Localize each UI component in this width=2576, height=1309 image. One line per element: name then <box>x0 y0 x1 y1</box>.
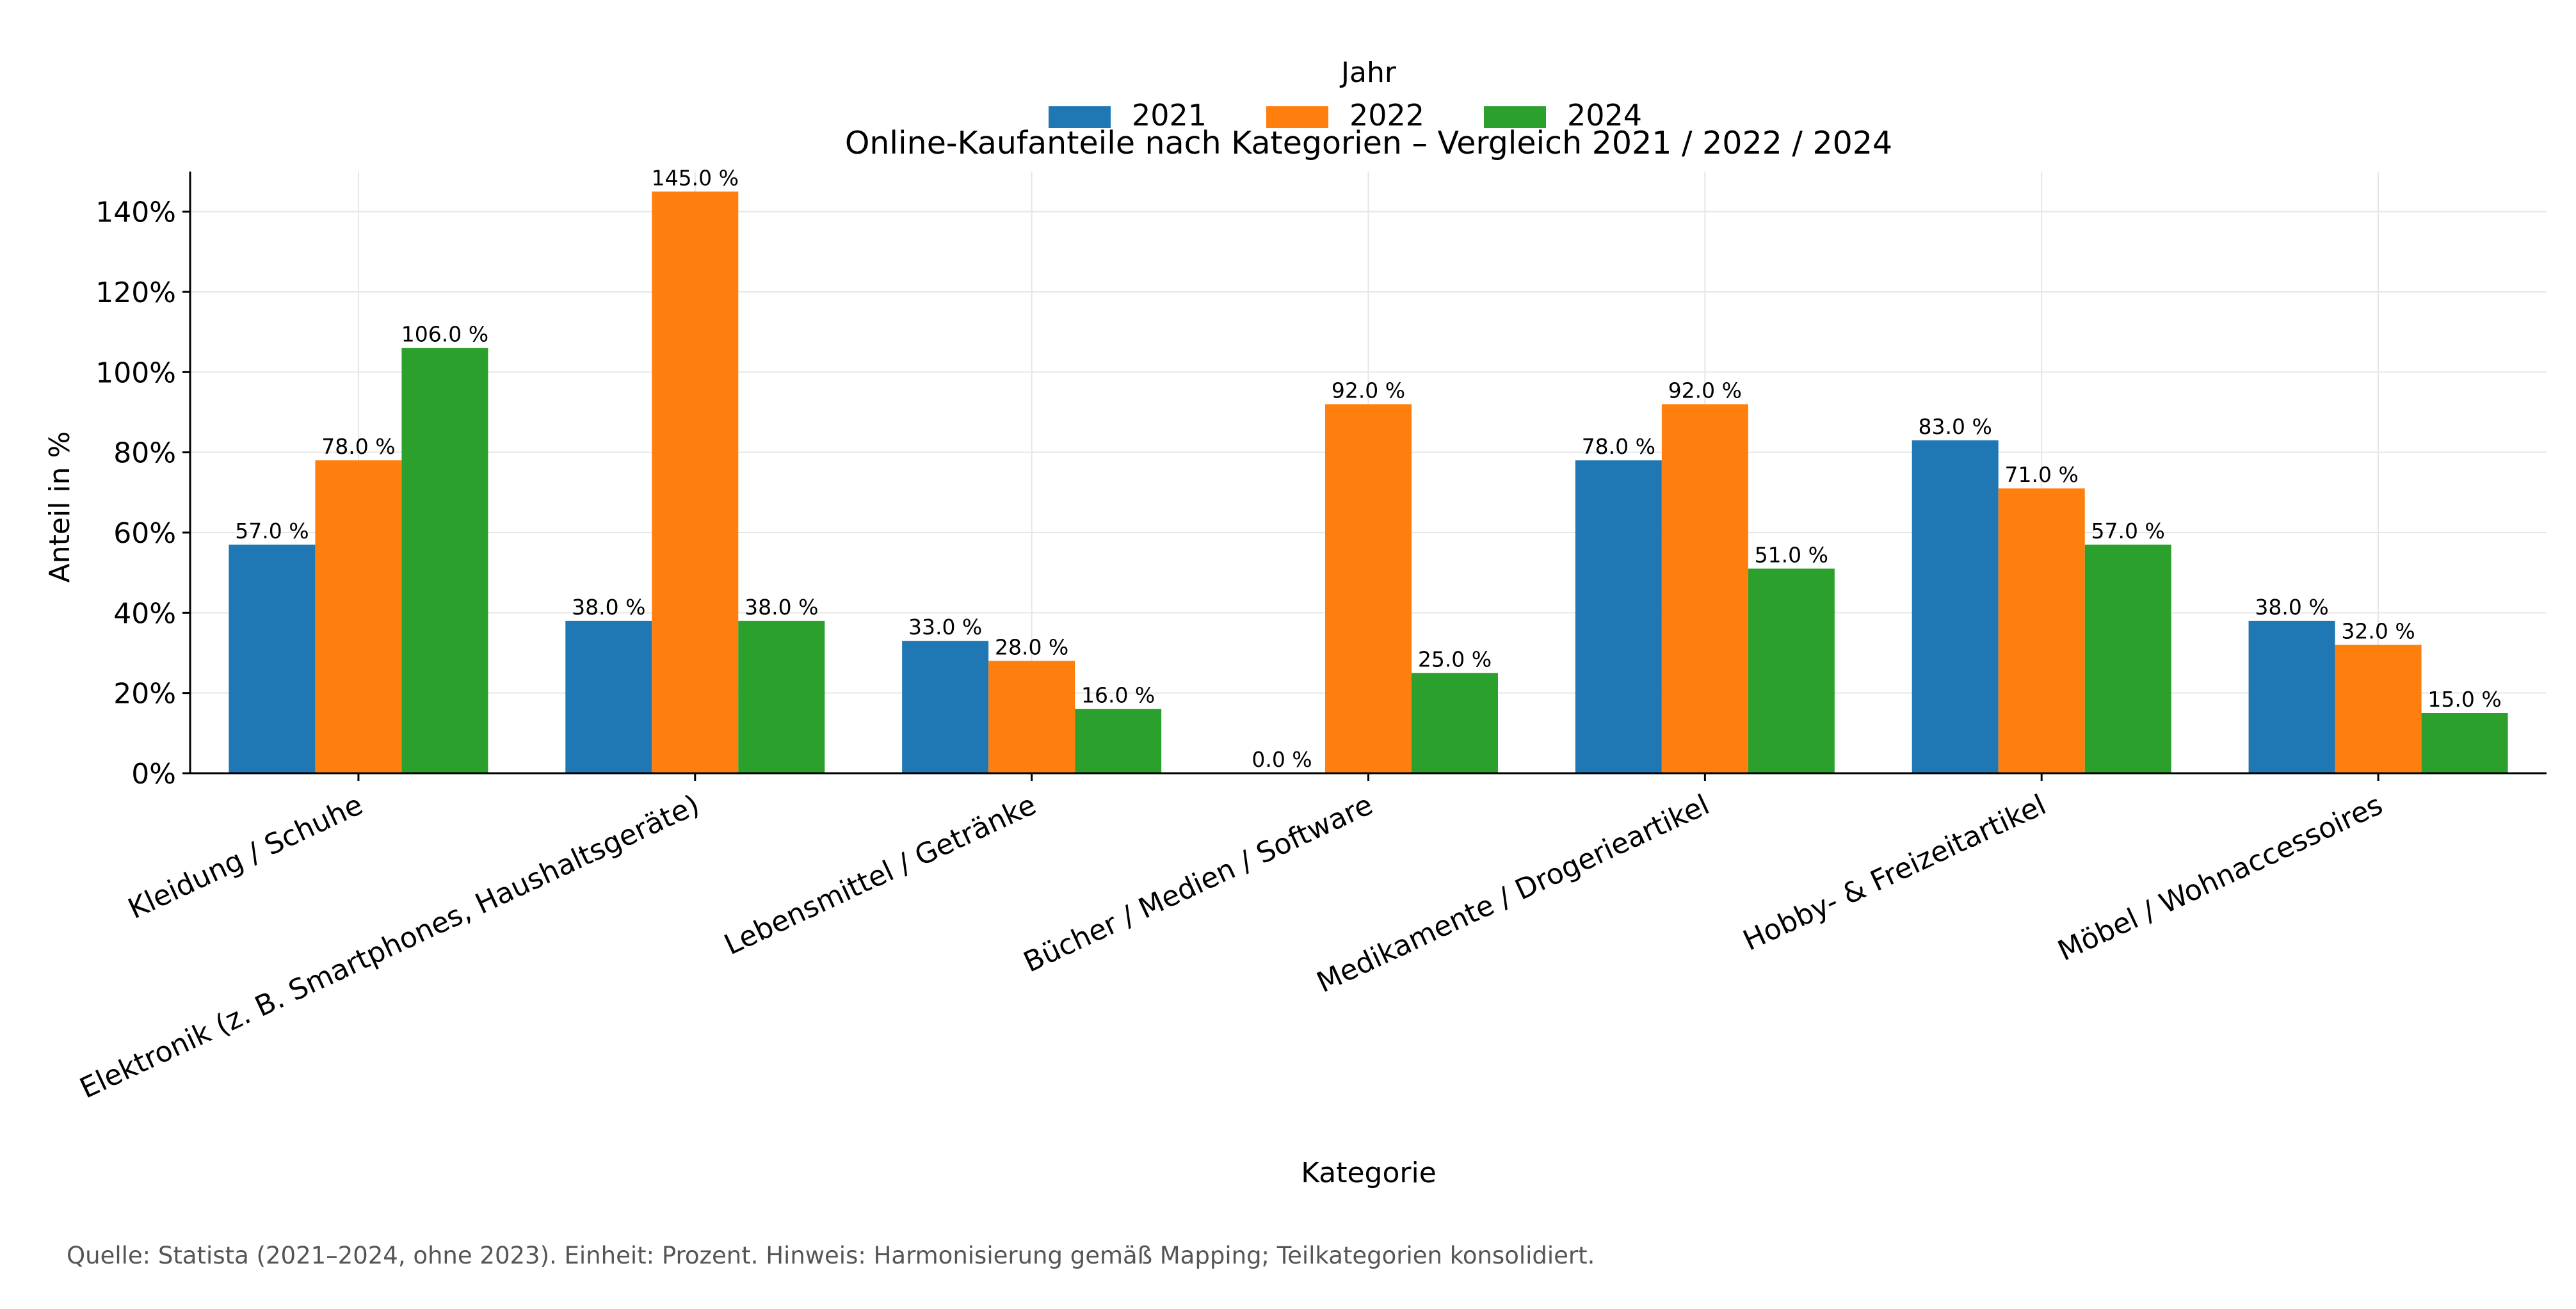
data-label: 106.0 % <box>401 322 488 347</box>
legend-title: Jahr <box>1339 56 1397 89</box>
bar-2021 <box>565 620 652 773</box>
legend-label-2022: 2022 <box>1349 98 1424 133</box>
legend-swatch-2022 <box>1266 106 1328 128</box>
bar-2021 <box>902 641 989 773</box>
x-tick-label: Elektronik (z. B. Smartphones, Haushalts… <box>75 789 704 1105</box>
y-tick-label: 120% <box>95 277 176 309</box>
data-label: 28.0 % <box>995 635 1068 660</box>
data-label: 38.0 % <box>572 595 645 620</box>
y-tick-label: 20% <box>113 678 176 711</box>
data-label: 78.0 % <box>321 434 395 459</box>
bar-2022 <box>1998 488 2085 773</box>
x-tick-label: Bücher / Medien / Software <box>1018 789 1378 979</box>
legend-label-2024: 2024 <box>1567 98 1642 133</box>
x-tick-label: Hobby- & Freizeitartikel <box>1738 789 2050 958</box>
y-tick-label: 80% <box>113 437 176 470</box>
bar-2021 <box>229 544 316 773</box>
bar-2022 <box>1325 404 1412 773</box>
bar-2024 <box>1748 568 1835 773</box>
data-label: 32.0 % <box>2341 618 2415 643</box>
x-tick-label: Lebensmittel / Getränke <box>720 789 1041 961</box>
legend: Jahr 2021 2022 2024 <box>1049 56 1642 133</box>
bar-2024 <box>2084 544 2171 773</box>
data-label: 71.0 % <box>2005 462 2079 487</box>
data-label: 78.0 % <box>1582 434 1655 459</box>
bar-2021 <box>2248 620 2335 773</box>
data-label: 145.0 % <box>652 165 739 190</box>
y-tick-label: 100% <box>95 357 176 389</box>
x-tick-label: Möbel / Wohnaccessoires <box>2053 789 2388 968</box>
bar-2024 <box>2421 713 2508 773</box>
data-label: 92.0 % <box>1332 378 1405 403</box>
bar-2022 <box>1661 404 1748 773</box>
legend-label-2021: 2021 <box>1132 98 1207 133</box>
data-labels: 57.0 % 38.0 % 33.0 % 0.0 % 78.0 % 83.0 % 38.0 … <box>235 165 2501 772</box>
data-label: 16.0 % <box>1081 683 1155 708</box>
x-axis-label: Kategorie <box>1301 1157 1437 1189</box>
bar-2021 <box>1912 440 1999 773</box>
y-ticks: 0% 20% 40% 60% 80% 100% 120% 140% <box>95 197 190 791</box>
chart-title: Online-Kaufanteile nach Kategorien – Ver… <box>845 125 1892 161</box>
bar-2022 <box>2335 645 2422 773</box>
bar-2022 <box>988 661 1075 773</box>
y-tick-label: 60% <box>113 517 176 550</box>
bar-2024 <box>1075 709 1162 773</box>
y-tick-label: 40% <box>113 597 176 630</box>
data-label: 57.0 % <box>2091 518 2165 543</box>
data-label: 33.0 % <box>908 614 982 639</box>
data-label: 15.0 % <box>2427 687 2501 712</box>
y-tick-label: 140% <box>95 197 176 229</box>
legend-swatch-2021 <box>1049 106 1111 128</box>
y-axis-label: Anteil in % <box>44 431 76 583</box>
y-tick-label: 0% <box>131 758 176 791</box>
legend-swatch-2024 <box>1484 106 1546 128</box>
bar-2024 <box>738 620 825 773</box>
data-label: 57.0 % <box>235 518 309 543</box>
bar-2024 <box>401 348 488 773</box>
data-label: 38.0 % <box>2255 595 2328 620</box>
bar-2022 <box>315 460 402 773</box>
data-label: 92.0 % <box>1668 378 1742 403</box>
bar-2021 <box>1575 460 1662 773</box>
data-label: 38.0 % <box>745 595 818 620</box>
data-label: 51.0 % <box>1755 542 1828 567</box>
x-tick-label: Kleidung / Schuhe <box>124 789 368 926</box>
source-note: Quelle: Statista (2021–2024, ohne 2023).… <box>67 1242 1595 1269</box>
data-label: 25.0 % <box>1418 646 1492 671</box>
data-label: 83.0 % <box>1919 414 1992 439</box>
bar-2024 <box>1412 673 1498 773</box>
bars <box>229 191 2508 773</box>
data-label: 0.0 % <box>1252 747 1312 772</box>
bar-2022 <box>652 191 739 773</box>
